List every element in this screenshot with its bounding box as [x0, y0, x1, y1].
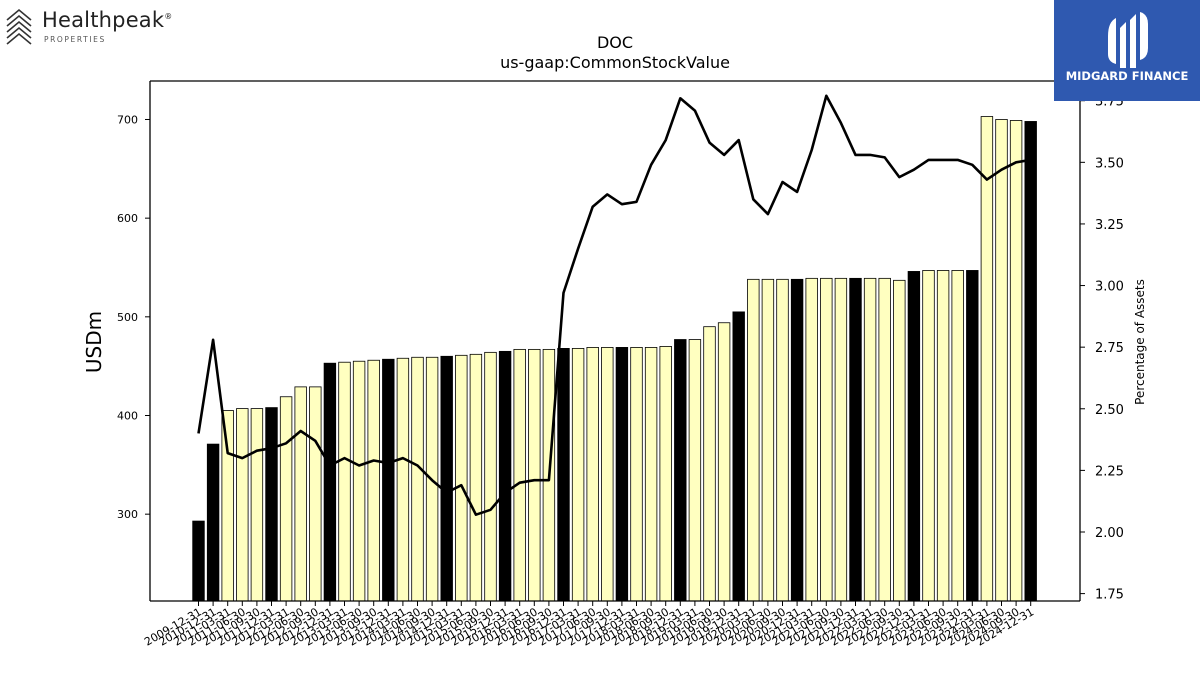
bar-2023-03-31 — [922, 270, 935, 602]
bar-2021-12-31 — [849, 277, 862, 602]
bar-2014-12-31 — [440, 355, 453, 602]
y-right-tick-label-3.25: 3.25 — [1095, 218, 1124, 233]
bar-2018-06-30 — [644, 347, 658, 602]
bar-2024-06-30 — [995, 119, 1008, 602]
bar-2017-12-31 — [615, 347, 629, 602]
y-right-tick-label-2.00: 2.00 — [1095, 526, 1124, 541]
line-group — [197, 94, 1031, 517]
bar-2017-09-30 — [601, 347, 614, 602]
bar-2016-03-31 — [513, 348, 526, 602]
bar-2019-12-31 — [732, 311, 745, 602]
bar-2010-12-31 — [206, 443, 220, 602]
bar-2012-06-30 — [294, 386, 307, 602]
bar-2014-06-30 — [411, 356, 424, 602]
y-right-tick-label-1.75: 1.75 — [1095, 588, 1124, 603]
healthpeak-logo-sub: PROPERTIES — [44, 35, 106, 44]
bar-2020-09-30 — [776, 278, 789, 602]
y-tick-label-500: 500 — [117, 311, 138, 324]
bar-2024-03-31 — [980, 116, 994, 602]
chart-title: DOC — [597, 33, 633, 52]
midgard-emblem-icon — [1108, 12, 1148, 68]
healthpeak-logo-name: Healthpeak® — [42, 8, 173, 32]
bar-2024-09-30 — [1009, 120, 1023, 602]
bar-2018-03-31 — [630, 347, 643, 602]
bar-2018-12-31 — [674, 339, 687, 602]
bar-2015-06-30 — [469, 353, 483, 602]
bar-2017-03-31 — [571, 348, 585, 602]
bar-2022-03-31 — [863, 277, 877, 602]
bar-2017-06-30 — [586, 347, 599, 602]
y-right-tick-label-3.00: 3.00 — [1095, 280, 1124, 295]
y-axis-label: USDm — [82, 311, 106, 373]
y-right-tick-label-2.25: 2.25 — [1095, 464, 1124, 479]
axes: 300 400 500 600 700 1.75 2.00 2.25 2.50 2.75 3.00 3… — [117, 80, 1124, 649]
bar-2019-06-30 — [703, 326, 716, 602]
bar-2011-12-31 — [265, 407, 278, 602]
chart-subtitle: us-gaap:CommonStockValue — [500, 53, 730, 72]
bar-2014-03-31 — [396, 357, 410, 602]
bar-2009-12-31 — [192, 520, 205, 602]
bar-2020-06-30 — [761, 278, 775, 602]
healthpeak-mark-icon — [6, 8, 32, 45]
bar-2020-03-31 — [747, 278, 760, 602]
y-axis-right-label: Percentage of Assets — [1133, 279, 1147, 405]
bar-2012-03-31 — [279, 396, 293, 602]
percentage-line — [197, 94, 1031, 517]
y-tick-label-600: 600 — [117, 212, 138, 225]
bar-2019-03-31 — [688, 339, 702, 602]
bar-2021-06-30 — [820, 277, 833, 602]
y-right-tick-label-2.75: 2.75 — [1095, 341, 1124, 356]
y-right-tick-label-2.50: 2.50 — [1095, 403, 1124, 418]
bar-2024-12-31 — [1024, 121, 1037, 602]
bar-group — [192, 116, 1037, 602]
y-tick-label-300: 300 — [117, 508, 138, 521]
bar-2021-09-30 — [834, 277, 848, 602]
bar-2023-12-31 — [966, 270, 979, 602]
y-right-tick-label-3.50: 3.50 — [1095, 156, 1124, 171]
bar-2016-12-31 — [557, 348, 570, 602]
bar-2023-06-30 — [936, 270, 950, 602]
bar-2013-09-30 — [367, 359, 380, 602]
y-tick-label-700: 700 — [117, 113, 138, 126]
bar-2012-09-30 — [309, 386, 322, 602]
bar-2013-12-31 — [382, 358, 395, 602]
bar-2013-06-30 — [352, 360, 366, 602]
midgard-finance-name: MIDGARD FINANCE — [1065, 69, 1189, 83]
bar-2021-03-31 — [805, 277, 818, 602]
bar-2022-12-31 — [907, 271, 921, 602]
bar-2022-06-30 — [878, 277, 891, 602]
bar-2015-12-31 — [498, 350, 512, 602]
bar-2016-06-30 — [528, 348, 541, 602]
midgard-finance-logo: MIDGARD FINANCE — [1054, 0, 1200, 101]
y-tick-label-400: 400 — [117, 409, 138, 422]
bar-2011-03-31 — [221, 410, 234, 602]
bar-2011-06-30 — [236, 408, 249, 602]
bar-2022-09-30 — [893, 279, 906, 602]
bar-2020-12-31 — [790, 278, 804, 602]
bar-2023-09-30 — [951, 270, 964, 602]
bar-2015-09-30 — [484, 351, 497, 602]
bar-2013-03-31 — [338, 361, 351, 602]
bar-2019-09-30 — [717, 322, 731, 602]
healthpeak-logo: Healthpeak® PROPERTIES — [4, 4, 173, 48]
bar-2018-09-30 — [659, 346, 672, 602]
bar-2012-12-31 — [323, 362, 337, 602]
bar-2015-03-31 — [455, 354, 468, 602]
bar-2011-09-30 — [250, 408, 264, 602]
